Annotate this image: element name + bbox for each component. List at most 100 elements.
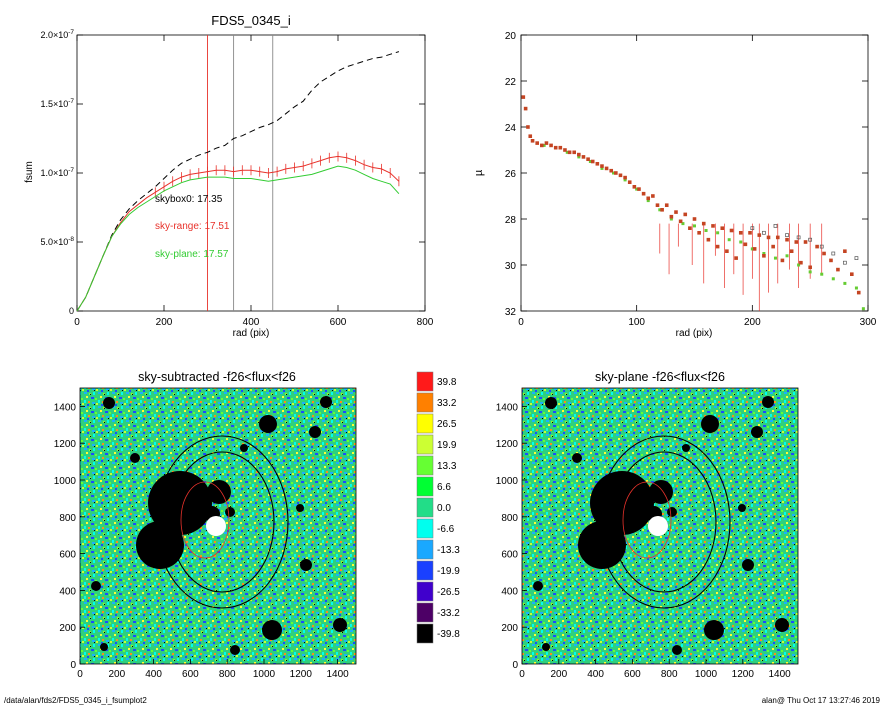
x-tick-label: 1200: [732, 669, 755, 680]
data-point: [819, 244, 824, 249]
data-point: [565, 150, 569, 154]
x-tick-label: 0: [77, 669, 83, 680]
colorbar-swatch: [416, 413, 434, 434]
data-point: [563, 148, 567, 152]
x-tick-labels: 0 200 400 600 800 1000 1200 1400: [77, 659, 349, 680]
y-tick-label: 2.0×10-7: [40, 29, 74, 40]
saturated-core: [648, 516, 668, 536]
data-point: [808, 265, 812, 270]
colorbar-label: 6.6: [437, 482, 451, 493]
data-point: [697, 231, 701, 235]
data-point: [669, 214, 674, 219]
data-point: [727, 238, 731, 242]
aperture-outer: [155, 435, 289, 609]
x-tick-label: 0: [74, 317, 80, 328]
image-frame: [521, 387, 799, 665]
colorbar-swatch: [416, 518, 434, 539]
y-tick-label: 22: [505, 77, 517, 88]
colorbar-swatch: [416, 497, 434, 518]
aperture-center: [180, 481, 230, 559]
x-tick-labels: 0 100 200 300: [518, 317, 877, 328]
colorbar-label: 19.9: [437, 440, 457, 451]
data-point: [757, 233, 762, 237]
data-point: [590, 159, 595, 164]
colorbar-label: -13.3: [437, 545, 460, 556]
data-point: [635, 187, 639, 191]
x-tick-label: 1200: [290, 669, 313, 680]
data-point: [854, 256, 859, 260]
data-point: [734, 256, 738, 260]
y-tick-label: 1000: [496, 476, 519, 487]
y-tick-label: 32: [505, 307, 517, 318]
y-tick-label: 5.0×10-8: [40, 236, 74, 247]
data-point: [549, 143, 553, 148]
aperture-inner: [611, 451, 717, 593]
y-tick-exponent: -7: [68, 98, 74, 105]
data-point: [526, 125, 530, 129]
data-point: [831, 251, 836, 256]
colorbar-swatch: [416, 539, 434, 560]
x-tick-labels: 0 200 400 600 800: [74, 317, 434, 328]
y-tick-label: 200: [59, 623, 76, 634]
colorbar-label: -6.6: [437, 524, 455, 535]
y-tick-label: 0: [70, 660, 76, 671]
data-point: [669, 217, 673, 221]
data-point: [785, 254, 789, 258]
ticks: [76, 34, 426, 312]
y-tick-label: 600: [501, 550, 518, 561]
data-point: [850, 272, 854, 276]
x-tick-label: 0: [518, 317, 524, 328]
series-line: [76, 51, 400, 312]
data-point: [766, 235, 771, 240]
colorbar-swatch: [416, 560, 434, 581]
colorbar-swatch: [416, 434, 434, 455]
x-tick-label: 800: [661, 669, 678, 680]
image-title: sky-subtracted -f26<flux<f26: [138, 370, 296, 384]
colorbar-swatch: [416, 602, 434, 623]
colorbar-label: 39.8: [437, 377, 457, 388]
ticks: [520, 34, 869, 312]
data-point: [815, 244, 819, 249]
x-tick-label: 400: [145, 669, 162, 680]
data-point: [738, 231, 743, 235]
data-point: [558, 145, 563, 150]
series-line: [76, 165, 400, 312]
chart-title: FDS5_0345_i: [211, 13, 291, 28]
colorbar-label: 13.3: [437, 461, 457, 472]
y-tick-label: 400: [59, 586, 76, 597]
colorbar-swatch: [416, 455, 434, 476]
y-tick-label: 0: [512, 660, 518, 671]
data-point: [521, 95, 526, 99]
y-tick-label: 1400: [496, 402, 519, 413]
data-point: [711, 224, 715, 228]
data-point: [808, 270, 812, 274]
points-group: [521, 95, 865, 311]
data-point: [725, 249, 729, 253]
data-point: [750, 247, 754, 251]
data-point: [572, 150, 577, 155]
data-point: [632, 185, 637, 189]
aperture-center: [622, 481, 672, 559]
sky-subtracted-image-panel: sky-subtracted -f26<flux<f26 0: [54, 370, 357, 680]
y-tick-label: 400: [501, 586, 518, 597]
data-point: [646, 196, 651, 201]
data-point: [785, 233, 789, 237]
y-tick-exponent: -7: [68, 167, 74, 174]
data-point: [600, 166, 604, 170]
colorbar: 39.8 33.2 26.5 19.9 13.3 6.6 0.0 -6.6 -13.3 -19.9…: [416, 371, 460, 644]
y-tick-labels: 0 200 400 600 800 1000 1200 1400: [54, 402, 85, 671]
data-point: [799, 260, 803, 265]
x-tick-label: 800: [219, 669, 236, 680]
x-tick-label: 800: [417, 317, 434, 328]
colorbar-swatch: [416, 371, 434, 392]
data-point: [674, 210, 678, 214]
annotation-sky-plane: sky-plane: 17.57: [155, 249, 229, 260]
annotation-skybox0: skybox0: 17.35: [155, 194, 223, 205]
data-point: [678, 219, 683, 224]
colorbar-swatch: [416, 392, 434, 413]
data-point: [739, 240, 743, 244]
x-tick-label: 1400: [768, 669, 791, 680]
data-point: [820, 272, 824, 276]
colorbar-label: 33.2: [437, 398, 457, 409]
footer-timestamp: alan@ Thu Oct 17 13:27:46 2019: [762, 696, 881, 705]
